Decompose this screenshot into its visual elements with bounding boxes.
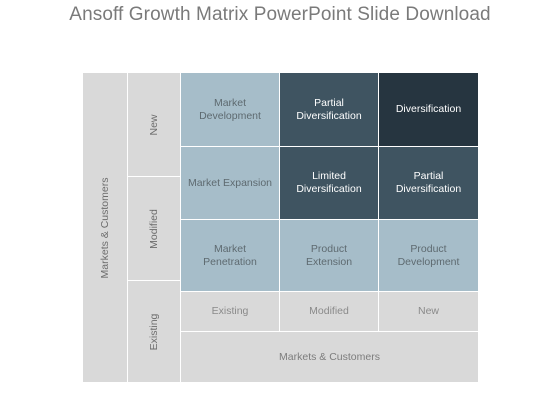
cell-market-development: Market Development [181, 73, 279, 146]
horizontal-level-modified: Modified [280, 292, 378, 331]
ansoff-matrix: Markets & Customers New Modified Existin… [83, 73, 478, 382]
cell-product-extension: Product Extension [280, 220, 378, 291]
vertical-axis-title-panel: Markets & Customers [83, 73, 127, 382]
vertical-level-modified-panel: Modified [128, 177, 180, 280]
cell-product-development: Product Development [379, 220, 478, 291]
cell-market-expansion: Market Expansion [181, 147, 279, 219]
horizontal-level-new: New [379, 292, 478, 331]
vertical-level-new-panel: New [128, 73, 180, 176]
cell-diversification: Diversification [379, 73, 478, 146]
vertical-level-existing-panel: Existing [128, 281, 180, 382]
cell-limited-diversification: Limited Diversification [280, 147, 378, 219]
vertical-axis-title: Markets & Customers [99, 177, 111, 278]
cell-partial-diversification-top: Partial Diversification [280, 73, 378, 146]
vertical-level-existing: Existing [148, 313, 160, 350]
cell-market-penetration: Market Penetration [181, 220, 279, 291]
vertical-level-new: New [148, 113, 160, 136]
horizontal-level-existing: Existing [181, 292, 279, 331]
cell-partial-diversification-right: Partial Diversification [379, 147, 478, 219]
slide-title: Ansoff Growth Matrix PowerPoint Slide Do… [69, 4, 491, 25]
horizontal-axis-title: Markets & Customers [181, 332, 478, 382]
vertical-level-modified: Modified [148, 208, 160, 249]
